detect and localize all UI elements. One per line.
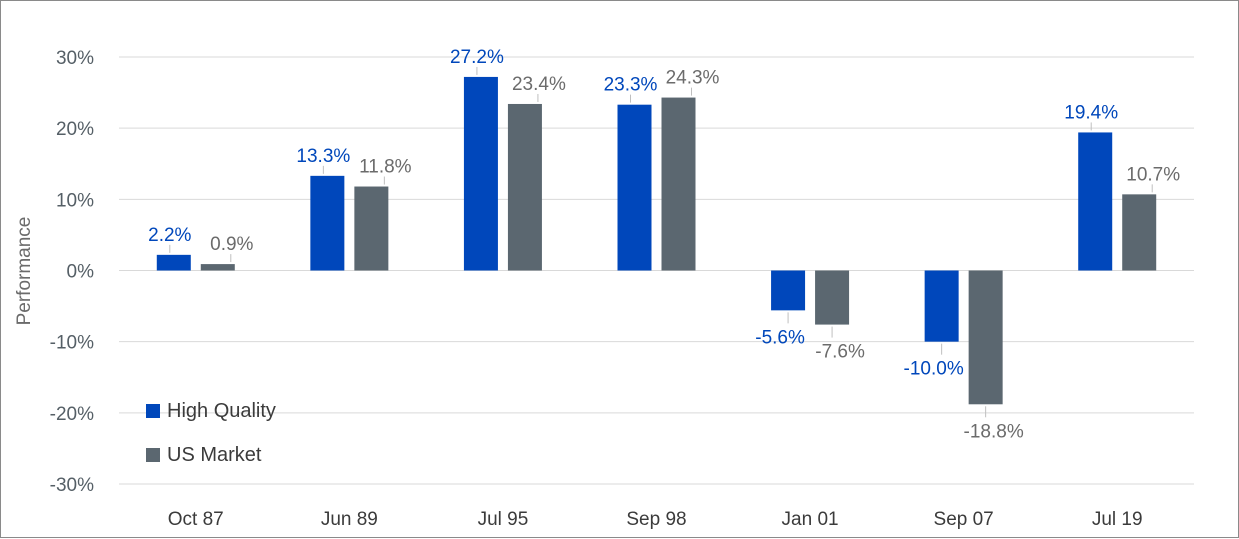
bar-us-market [1122, 194, 1157, 271]
data-label-high-quality: 19.4% [1064, 102, 1118, 123]
data-label-us-market: -18.8% [964, 421, 1024, 442]
y-tick-label: -20% [50, 404, 94, 425]
legend-swatch-high-quality [146, 404, 160, 418]
legend: High Quality US Market [146, 400, 276, 466]
data-label-high-quality: 2.2% [148, 225, 191, 246]
bar-us-market [968, 270, 1003, 405]
data-label-high-quality: 27.2% [450, 47, 504, 68]
data-label-us-market: 0.9% [210, 234, 253, 255]
bar-high-quality [463, 76, 498, 271]
y-tick-label: 30% [56, 48, 94, 69]
bar-high-quality [310, 175, 345, 271]
y-tick-label: 10% [56, 190, 94, 211]
bar-us-market [354, 186, 389, 271]
data-label-high-quality: 23.3% [604, 75, 658, 96]
legend-label-high-quality: High Quality [167, 400, 276, 422]
bar-high-quality [1078, 132, 1113, 271]
gridlines [119, 56, 1194, 485]
legend-label-us-market: US Market [167, 444, 262, 466]
y-tick-label: 20% [56, 119, 94, 140]
x-axis-ticks: Oct 87 Jun 89 Jul 95 Sep 98 Jan 01 Sep 07 Jul … [168, 509, 1143, 530]
data-label-us-market: -7.6% [815, 342, 865, 363]
x-tick-label: Oct 87 [168, 509, 224, 530]
bar-us-market [815, 270, 850, 325]
x-tick-label: Jun 89 [321, 509, 378, 530]
label-leader-lines [169, 66, 1153, 418]
x-tick-label: Jul 19 [1092, 509, 1143, 530]
data-label-high-quality: 13.3% [296, 146, 350, 167]
bar-high-quality [924, 270, 959, 342]
data-label-high-quality: -5.6% [755, 327, 805, 348]
y-axis-label: Performance [14, 217, 35, 326]
bar-high-quality [156, 254, 191, 271]
y-axis-ticks: 30% 20% 10% 0% -10% -20% -30% [50, 48, 94, 496]
data-label-us-market: 10.7% [1126, 164, 1180, 185]
y-tick-label: 0% [67, 262, 95, 283]
data-label-us-market: 11.8% [359, 157, 412, 178]
y-tick-label: -10% [50, 333, 94, 354]
bar-us-market [661, 97, 696, 271]
x-tick-label: Sep 98 [626, 509, 686, 530]
data-label-us-market: 23.4% [512, 74, 566, 95]
x-tick-label: Sep 07 [934, 509, 994, 530]
x-tick-label: Jan 01 [782, 509, 839, 530]
x-tick-label: Jul 95 [478, 509, 529, 530]
data-label-high-quality: -10.0% [904, 359, 964, 380]
bar-us-market [200, 264, 235, 271]
bar-high-quality [617, 104, 652, 271]
legend-swatch-us-market [146, 448, 160, 462]
bar-us-market [507, 103, 542, 271]
y-tick-label: -30% [50, 475, 94, 496]
bars [156, 76, 1157, 405]
data-label-us-market: 24.3% [666, 68, 720, 89]
data-labels: 2.2% 0.9% 13.3% 11.8% 27.2% 23.4% 23.3% 24.3% -5… [148, 47, 1180, 442]
bar-high-quality [771, 270, 806, 311]
